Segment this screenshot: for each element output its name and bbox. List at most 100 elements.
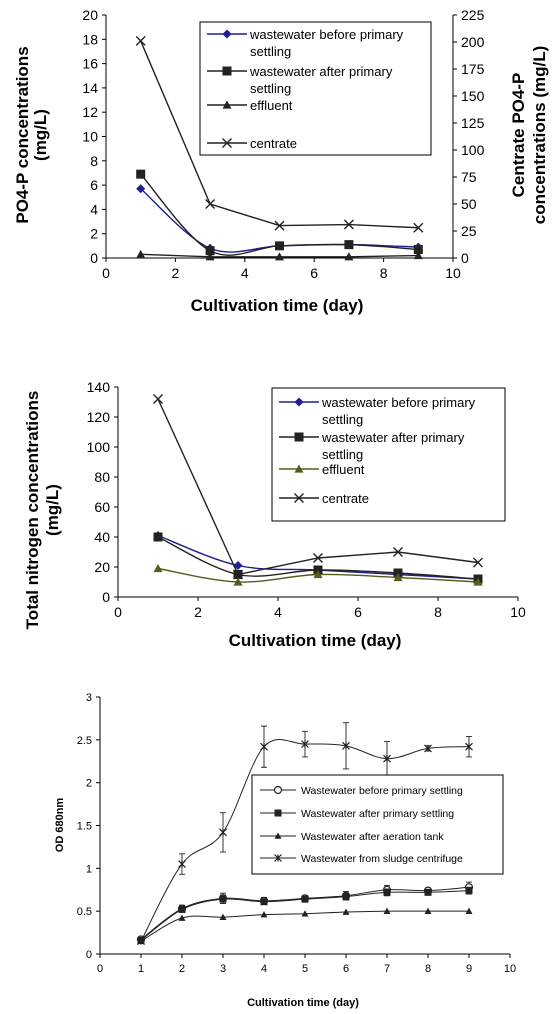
series-2 [136,169,423,256]
data-point [275,252,284,261]
x-tick-label: 2 [172,265,180,281]
legend-marker [222,66,232,76]
legend-marker [222,100,232,109]
legend-label: centrate [322,491,369,506]
data-point [205,246,215,256]
data-point [205,199,216,209]
y-tick-label: 1 [86,863,92,875]
data-point [393,573,403,582]
legend-marker [274,854,282,862]
legend-label: wastewater after primary settling [321,430,465,462]
series-3 [136,249,423,261]
data-point [342,908,350,915]
legend-label: effluent [250,98,293,113]
x-tick-label: 10 [510,604,526,620]
legend-label: Wastewater after aeration tank [301,831,444,843]
y-axis-label: OD 680nm [54,798,66,853]
y-tick-label: 12 [82,104,98,120]
data-point [219,895,227,903]
legend-label: wastewater before primary settling [321,395,476,427]
x-tick-label: 5 [302,963,308,975]
x-tick-label: 6 [310,265,318,281]
y-tick-label: 40 [94,529,110,545]
data-point [205,252,215,261]
y-tick-label: 100 [87,439,111,455]
legend-marker [273,785,283,795]
legend-marker [222,29,232,39]
data-point [393,547,403,557]
y-tick-label: 4 [90,201,98,217]
series-3 [137,907,473,944]
series-4 [153,394,483,580]
y-tick-label: 10 [82,129,98,145]
data-point [260,898,268,906]
y-axis-label-line1: Total nitrogen concentrations [23,391,42,630]
x-tick-label: 6 [343,963,349,975]
x-tick-label: 2 [194,604,202,620]
data-point [137,937,145,946]
y-tick-label: 2 [90,226,98,242]
y-tick-label: 16 [82,56,98,72]
data-point [135,35,146,46]
legend-label: centrate [250,136,297,151]
data-point [219,913,227,920]
x-tick-label: 0 [114,604,122,620]
y2-tick-label: 175 [461,61,485,77]
data-point [344,240,354,250]
data-point [424,888,432,896]
legend-label: effluent [322,462,365,477]
data-point [313,570,323,579]
data-point [342,893,350,901]
series-line [140,738,470,942]
legend-label: wastewater after primary settling [249,64,393,96]
series-lines [135,35,424,261]
series-3 [153,564,483,586]
legend: Wastewater before primary settling Wastew… [251,774,504,875]
y-tick-label: 14 [82,80,98,96]
data-point [178,905,186,913]
data-point [233,561,243,570]
x-tick-label: 2 [179,963,185,975]
y2-axis-ticks: 0 25 50 75 100 125 150 175 200 225 [453,7,485,266]
x-tick-label: 10 [445,265,461,281]
y2-tick-label: 150 [461,88,485,104]
y2-tick-label: 25 [461,223,477,239]
data-point [413,222,424,233]
x-tick-label: 9 [466,963,472,975]
y-tick-label: 8 [90,153,98,169]
y-tick-label: 140 [87,379,111,395]
legend-label: Wastewater before primary settling [301,785,463,797]
y-tick-label: 18 [82,31,98,47]
data-point [153,532,163,542]
y2-tick-label: 0 [461,250,469,266]
y-axis-label-line2: (mg/L) [31,109,50,161]
data-point [383,888,391,896]
x-tick-label: 1 [138,963,144,975]
data-point [153,564,163,573]
y-tick-label: 0 [86,949,92,961]
data-point [383,907,391,914]
data-point [473,557,483,568]
x-axis-label: Cultivation time (day) [229,631,402,650]
data-point [136,169,146,179]
data-point [343,219,354,230]
y-tick-label: 20 [82,7,98,23]
data-point [233,569,243,580]
data-point [313,553,323,563]
data-point [383,754,391,763]
x-tick-label: 10 [504,963,516,975]
data-point [473,577,483,586]
x-tick-label: 7 [384,963,390,975]
data-point [424,907,432,914]
y-axis-ticks: 0 0.5 1 1.5 2 2.5 3 [77,692,100,961]
x-tick-label: 0 [97,963,103,975]
data-point [344,252,354,261]
y2-axis-label-line2: concentrations (mg/L) [530,46,549,225]
x-axis-label: Cultivation time (day) [247,997,359,1009]
series-lines [136,722,474,946]
data-point [136,249,146,258]
x-tick-label: 8 [434,604,442,620]
legend-marker [294,397,304,407]
series-lines [153,394,483,586]
x-tick-label: 6 [354,604,362,620]
